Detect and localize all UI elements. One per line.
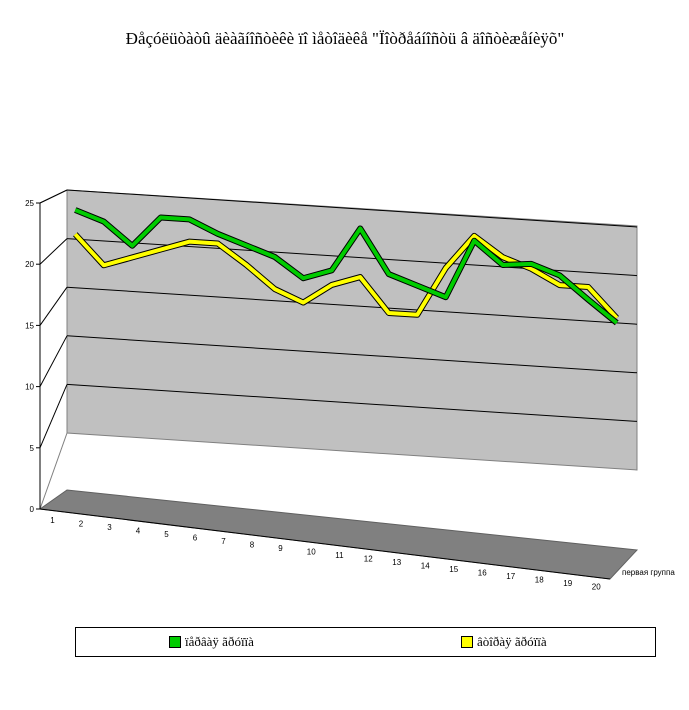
x-tick-label: 10 <box>307 547 316 556</box>
gridline-side <box>39 384 68 448</box>
x-tick-label: 20 <box>592 582 601 591</box>
x-tick-label: 14 <box>421 561 430 570</box>
gridline-side <box>39 286 68 326</box>
gridline-side <box>39 335 68 387</box>
legend-item-series-2: âòîðàÿ ãðóïïà <box>461 634 547 650</box>
x-tick-label: 2 <box>79 519 84 528</box>
x-tick-label: 3 <box>107 523 112 532</box>
x-tick-label: 8 <box>250 540 255 549</box>
x-tick-label: 16 <box>478 568 487 577</box>
plot-back-wall <box>66 189 638 471</box>
y-tick-label: 5 <box>30 444 35 453</box>
legend-swatch-series-1 <box>169 636 181 648</box>
y-tick-label: 0 <box>30 505 35 514</box>
x-tick-label: 17 <box>506 572 515 581</box>
x-tick-label: 13 <box>392 558 401 567</box>
x-tick-label: 4 <box>136 526 141 535</box>
series-1-line <box>74 208 619 325</box>
x-tick-label: 18 <box>535 575 544 584</box>
chart-title: Ðåçóëüòàòû äèàãíîñòèêè ïî ìåòîäèêå "Ïîòð… <box>125 29 565 48</box>
x-tick-label: 11 <box>335 551 344 560</box>
y-tick-label: 15 <box>25 321 34 330</box>
plot-side-wall <box>39 189 68 510</box>
series-lines <box>73 207 619 326</box>
x-tick-label: 7 <box>221 537 226 546</box>
depth-axis-label: первая группа <box>622 568 675 577</box>
x-axis-line <box>39 508 611 580</box>
y-ticks: 0 5 10 15 20 25 <box>25 199 40 514</box>
y-tick-label: 10 <box>25 383 34 392</box>
x-tick-label: 6 <box>193 533 198 542</box>
gridline-side <box>39 189 68 204</box>
y-tick-label: 25 <box>25 199 34 208</box>
x-tick-label: 19 <box>563 579 572 588</box>
x-tick-label: 5 <box>164 530 169 539</box>
gridline-side <box>39 238 68 265</box>
x-tick-label: 15 <box>449 565 458 574</box>
gridline <box>66 286 638 325</box>
x-tick-label: 12 <box>364 554 373 563</box>
legend-swatch-series-2 <box>461 636 473 648</box>
gridline <box>66 383 638 422</box>
gridline <box>66 335 638 374</box>
legend-label-series-1: ïåðâàÿ ãðóïïà <box>185 634 254 649</box>
legend: ïåðâàÿ ãðóïïà âòîðàÿ ãðóïïà <box>75 627 656 657</box>
x-ticks: 1 2 3 4 5 6 7 8 9 10 11 12 13 14 15 16 17 18 19 20 <box>50 516 601 592</box>
legend-item-series-1: ïåðâàÿ ãðóïïà <box>169 634 254 650</box>
x-tick-label: 1 <box>50 516 55 525</box>
plot-floor <box>38 489 639 580</box>
legend-label-series-2: âòîðàÿ ãðóïïà <box>477 634 547 649</box>
y-tick-label: 20 <box>25 260 34 269</box>
x-tick-label: 9 <box>278 544 283 553</box>
gridline <box>66 189 638 228</box>
